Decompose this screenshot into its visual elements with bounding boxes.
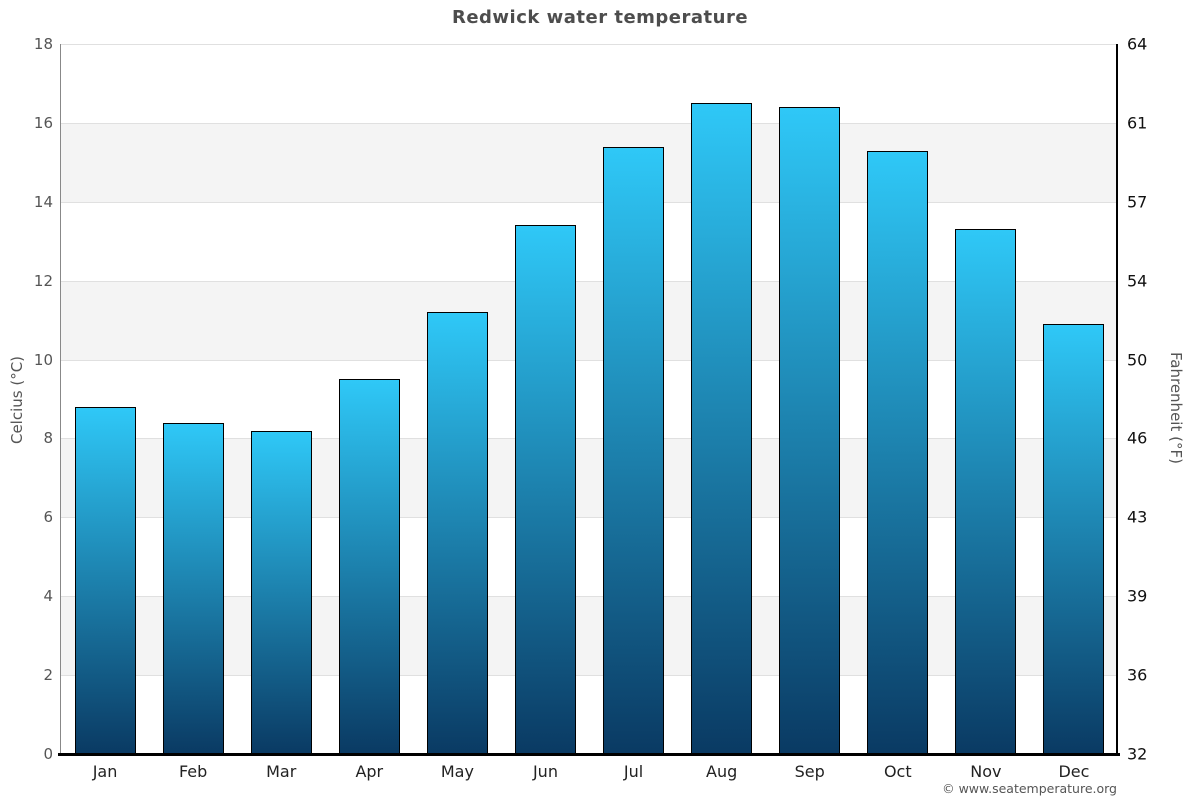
bar-jul[interactable] xyxy=(603,146,665,754)
x-label-jun: Jun xyxy=(532,762,558,781)
bar-sep[interactable] xyxy=(779,107,841,754)
plot-area xyxy=(61,44,1118,754)
ytick-celsius-12: 12 xyxy=(33,271,53,290)
bar-aug[interactable] xyxy=(691,103,753,754)
x-label-jan: Jan xyxy=(92,762,118,781)
plot-band xyxy=(61,201,1118,281)
x-label-feb: Feb xyxy=(178,762,208,781)
gridline xyxy=(61,359,1118,361)
ytick-fahrenheit-61: 61 xyxy=(1127,113,1148,133)
gridline xyxy=(61,280,1118,282)
right-axis-line xyxy=(1116,44,1118,754)
bar-mar[interactable] xyxy=(250,430,312,754)
plot-band xyxy=(61,359,1118,439)
plot-band xyxy=(61,675,1118,754)
ytick-fahrenheit-54: 54 xyxy=(1127,271,1148,291)
ytick-celsius-2: 2 xyxy=(43,666,53,685)
bar-may[interactable] xyxy=(426,312,488,754)
ytick-celsius-8: 8 xyxy=(43,429,53,448)
plot-band xyxy=(61,438,1118,518)
x-label-nov: Nov xyxy=(970,762,1002,781)
bar-feb[interactable] xyxy=(162,422,224,754)
bar-dec[interactable] xyxy=(1043,324,1105,754)
ytick-fahrenheit-32: 32 xyxy=(1127,744,1148,764)
x-label-dec: Dec xyxy=(1058,762,1090,781)
ytick-fahrenheit-36: 36 xyxy=(1127,665,1148,685)
plot-band xyxy=(61,280,1118,360)
x-label-sep: Sep xyxy=(794,762,825,781)
ytick-fahrenheit-46: 46 xyxy=(1127,428,1148,448)
gridline xyxy=(61,44,1118,45)
y-axis-title-celsius: Celcius (°C) xyxy=(8,355,26,445)
gridline xyxy=(61,517,1118,519)
gridline xyxy=(61,438,1118,440)
plot-band xyxy=(61,517,1118,597)
left-axis-line xyxy=(60,44,61,754)
x-label-oct: Oct xyxy=(883,762,912,781)
gridline xyxy=(61,596,1118,598)
gridline xyxy=(61,675,1118,677)
x-label-mar: Mar xyxy=(266,762,297,781)
gridline xyxy=(61,201,1118,203)
plot-band xyxy=(61,122,1118,202)
y-axis-title-fahrenheit: Fahrenheit (°F) xyxy=(1167,352,1185,464)
ytick-fahrenheit-50: 50 xyxy=(1127,350,1148,370)
ytick-celsius-18: 18 xyxy=(33,35,53,53)
x-label-aug: Aug xyxy=(706,762,738,781)
ytick-celsius-0: 0 xyxy=(43,745,53,763)
ytick-celsius-14: 14 xyxy=(33,192,53,211)
x-axis-line xyxy=(58,753,1120,756)
ytick-celsius-4: 4 xyxy=(43,587,53,606)
ytick-celsius-10: 10 xyxy=(33,350,53,369)
ytick-fahrenheit-39: 39 xyxy=(1127,586,1148,606)
gridline xyxy=(61,122,1118,124)
bar-nov[interactable] xyxy=(955,229,1017,754)
ytick-fahrenheit-43: 43 xyxy=(1127,507,1148,527)
bar-jan[interactable] xyxy=(74,406,136,754)
watermark: © www.seatemperature.org xyxy=(942,781,1117,796)
bar-oct[interactable] xyxy=(867,150,929,754)
x-label-apr: Apr xyxy=(355,762,384,781)
plot-band xyxy=(61,44,1118,123)
chart-title: Redwick water temperature xyxy=(451,7,749,28)
ytick-fahrenheit-64: 64 xyxy=(1127,34,1148,54)
ytick-celsius-16: 16 xyxy=(33,113,53,132)
ytick-fahrenheit-57: 57 xyxy=(1127,192,1148,212)
bar-apr[interactable] xyxy=(338,379,400,754)
ytick-celsius-6: 6 xyxy=(43,508,53,527)
plot-band xyxy=(61,596,1118,676)
x-label-jul: Jul xyxy=(623,762,644,781)
x-label-may: May xyxy=(440,762,474,781)
bar-jun[interactable] xyxy=(514,225,576,754)
